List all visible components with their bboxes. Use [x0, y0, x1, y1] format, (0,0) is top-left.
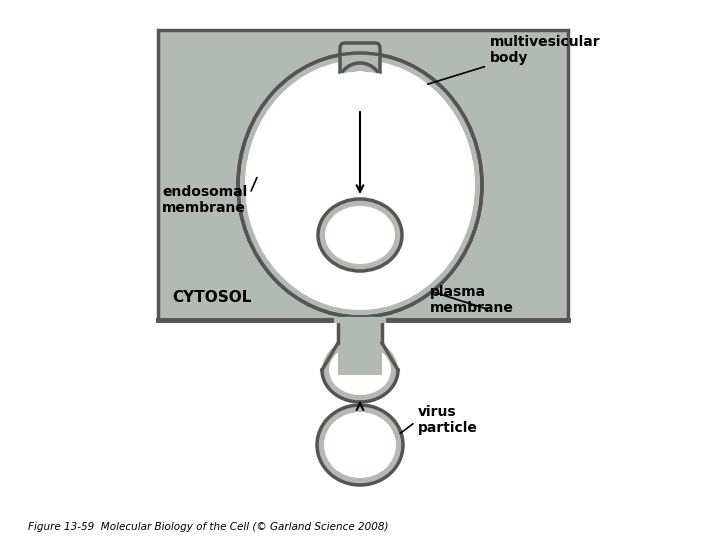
Ellipse shape: [322, 338, 398, 402]
Bar: [338, 320, 382, 375]
Ellipse shape: [317, 405, 403, 485]
Ellipse shape: [324, 412, 396, 478]
Text: CYTOSOL: CYTOSOL: [172, 290, 251, 305]
Text: Figure 13-59  Molecular Biology of the Cell (© Garland Science 2008): Figure 13-59 Molecular Biology of the Ce…: [28, 522, 389, 532]
FancyBboxPatch shape: [340, 43, 380, 95]
Bar: [338, 320, 382, 390]
Wedge shape: [247, 72, 399, 185]
Ellipse shape: [318, 199, 402, 271]
Ellipse shape: [325, 206, 395, 264]
Circle shape: [346, 71, 374, 99]
Text: multivesicular
body: multivesicular body: [428, 35, 600, 84]
Text: virus
particle: virus particle: [400, 405, 478, 435]
Text: endosomal
membrane: endosomal membrane: [162, 178, 257, 215]
Circle shape: [338, 63, 382, 107]
Ellipse shape: [329, 345, 391, 395]
Text: plasma
membrane: plasma membrane: [430, 285, 514, 315]
Bar: [158, 30, 568, 320]
Ellipse shape: [245, 60, 475, 310]
Ellipse shape: [238, 53, 482, 317]
Wedge shape: [321, 72, 473, 185]
